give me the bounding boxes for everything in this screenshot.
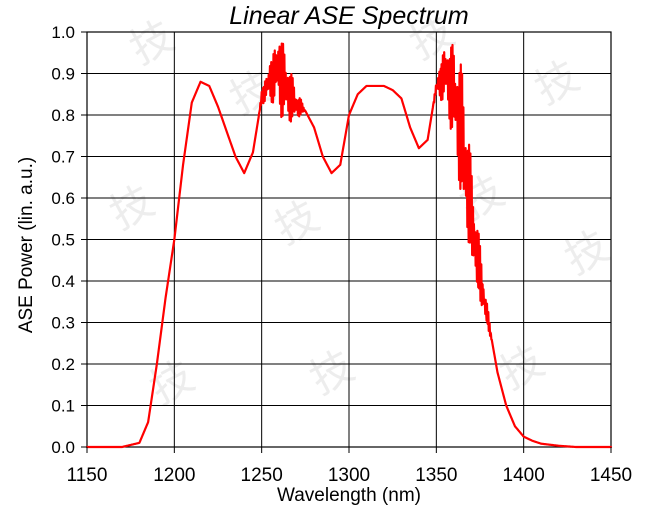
series-layer — [85, 42, 613, 449]
x-tick-label: 1250 — [241, 465, 283, 486]
ase-spectrum-line — [85, 42, 613, 449]
x-tick-label: 1200 — [153, 465, 195, 486]
y-tick-label: 0.1 — [51, 397, 75, 416]
y-tick-label: 0.8 — [51, 106, 75, 125]
watermark-glyph: 技 — [267, 191, 327, 254]
chart-title: Linear ASE Spectrum — [229, 2, 468, 30]
watermark-glyph: 技 — [557, 221, 617, 284]
x-tick-label: 1350 — [415, 465, 457, 486]
y-tick-label: 0.6 — [51, 189, 75, 208]
x-axis-label: Wavelength (nm) — [277, 485, 421, 506]
watermark-glyph: 技 — [302, 341, 362, 404]
y-axis-label: ASE Power (lin. a.u.) — [16, 157, 37, 333]
watermark-layer: 技技技技技技技技技技技 — [102, 6, 617, 414]
watermark-glyph: 技 — [527, 51, 587, 114]
y-tick-label: 0.5 — [51, 231, 75, 250]
y-tick-labels: 0.0 0.1 0.2 0.3 0.4 0.5 0.6 0.7 0.8 0.9 1.0 — [51, 23, 87, 457]
watermark-glyph: 技 — [492, 336, 552, 399]
y-tick-label: 0.7 — [51, 148, 75, 167]
y-tick-label: 0.9 — [51, 65, 75, 84]
x-tick-label: 1450 — [590, 465, 632, 486]
x-tick-labels: 1150 1200 1250 1300 1350 1400 1450 — [67, 447, 632, 486]
x-tick-label: 1150 — [67, 465, 108, 486]
x-tick-label: 1400 — [503, 465, 545, 486]
x-tick-label: 1300 — [328, 465, 370, 486]
y-tick-label: 0.3 — [51, 314, 75, 333]
watermark-glyph: 技 — [122, 11, 182, 74]
y-tick-label: 1.0 — [51, 23, 75, 42]
watermark-glyph: 技 — [102, 176, 162, 239]
y-tick-label: 0.2 — [51, 355, 75, 374]
y-tick-label: 0.4 — [51, 272, 75, 291]
y-tick-label: 0.0 — [51, 438, 75, 457]
